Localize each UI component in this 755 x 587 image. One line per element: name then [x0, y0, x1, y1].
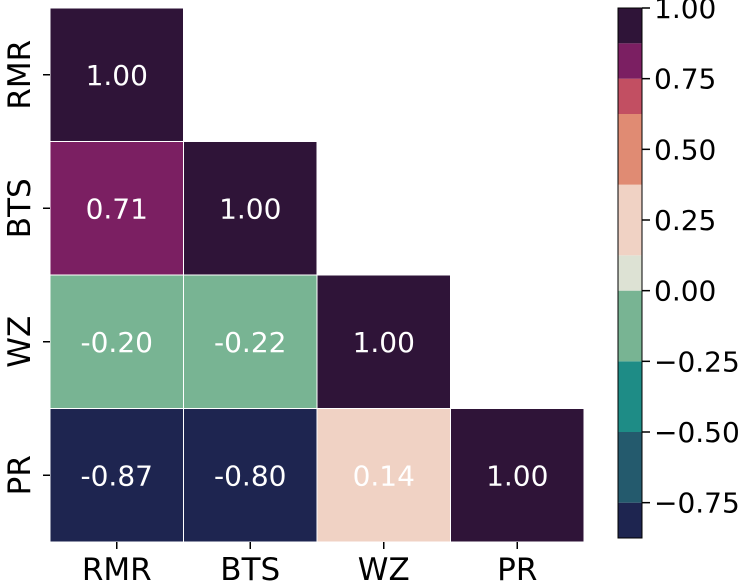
- y-tick-label-bts: BTS: [2, 178, 38, 238]
- heatmap-cell-bts-rmr: [49, 141, 184, 276]
- colorbar-bin: [618, 184, 642, 256]
- heatmap-cell-pr-pr: [450, 408, 585, 543]
- colorbar-bin: [618, 290, 642, 362]
- heatmap-cells: 1.00 0.71 1.00 -0.20 -0.22 1.00 -0.87 -0.80 0.14…: [49, 7, 585, 543]
- heatmap-cell-wz-rmr: [49, 274, 184, 409]
- colorbar-bin: [618, 361, 642, 432]
- y-tick-label-rmr: RMR: [2, 40, 38, 110]
- cell-annotation: -0.22: [214, 326, 286, 359]
- x-axis-tick-labels: RMR BTS WZ PR: [82, 542, 537, 587]
- cell-annotation: 0.14: [353, 459, 415, 492]
- cell-annotation: 1.00: [219, 192, 281, 225]
- colorbar-tick-label: −0.50: [654, 416, 740, 449]
- heatmap-cell-rmr-rmr: [49, 7, 184, 142]
- colorbar-bin: [618, 502, 642, 538]
- colorbar-outline: [617, 7, 643, 539]
- colorbar-tick-label: 0.00: [654, 275, 716, 308]
- colorbar-tick-label: −0.25: [654, 345, 740, 378]
- heatmap-cell-bts-bts: [183, 141, 318, 276]
- cell-annotation: 1.00: [86, 59, 148, 92]
- heatmap-cell-wz-wz: [316, 274, 451, 409]
- colorbar-bin: [618, 43, 642, 79]
- y-tick-label-pr: PR: [2, 455, 38, 495]
- y-axis-tick-labels: RMR BTS WZ PR: [2, 40, 50, 495]
- cell-annotation: -0.87: [81, 459, 153, 492]
- colorbar-tick-label: 0.50: [654, 133, 716, 166]
- cell-annotation: 1.00: [486, 459, 548, 492]
- colorbar-bin: [618, 432, 642, 503]
- colorbar-bin: [618, 78, 642, 114]
- colorbar-bin: [618, 255, 642, 291]
- x-tick-label-rmr: RMR: [82, 552, 152, 587]
- cell-annotation: 1.00: [353, 326, 415, 359]
- colorbar-bin: [618, 114, 642, 185]
- heatmap-cell-pr-bts: [183, 408, 318, 543]
- colorbar-tick-label: 0.75: [654, 63, 716, 96]
- colorbar: 1.00 0.75 0.50 0.25 0.00 −0.25 −0.50 −0.75: [617, 0, 740, 539]
- y-tick-label-wz: WZ: [2, 316, 38, 368]
- x-tick-label-bts: BTS: [220, 552, 280, 587]
- colorbar-tick-label: −0.75: [654, 487, 740, 520]
- colorbar-bin: [618, 8, 642, 44]
- cell-annotation: -0.80: [214, 459, 286, 492]
- colorbar-tick-label: 0.25: [654, 204, 716, 237]
- colorbar-tick-label: 1.00: [654, 0, 716, 25]
- x-tick-label-wz: WZ: [358, 552, 410, 587]
- cell-annotation: -0.20: [81, 326, 153, 359]
- cell-annotation: 0.71: [86, 192, 148, 225]
- heatmap-cell-wz-bts: [183, 274, 318, 409]
- x-tick-label-pr: PR: [497, 552, 537, 587]
